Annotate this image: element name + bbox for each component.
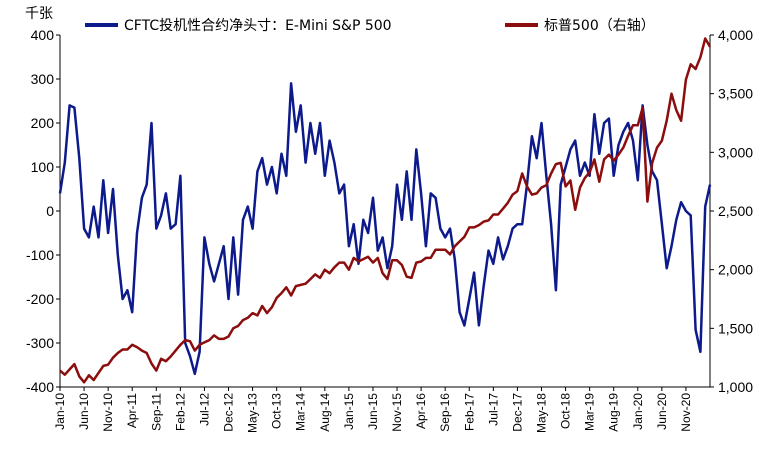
series-line-sp500 xyxy=(59,37,712,384)
x-tick-label: Apr-16 xyxy=(414,393,428,429)
x-tick-label: Jan-20 xyxy=(631,393,645,430)
left-tick-label: 0 xyxy=(46,203,54,219)
series-line-futures xyxy=(58,82,712,376)
x-tick-label: Nov-20 xyxy=(679,393,693,432)
x-tick-label: Jan-10 xyxy=(53,393,67,430)
right-tick-label: 2,000 xyxy=(718,262,753,278)
x-tick-label: Mar-14 xyxy=(294,393,308,431)
right-axis: 4,000 3,500 3,000 2,500 2,000 1,500 1,000 xyxy=(710,27,753,395)
x-tick-label: Mar-19 xyxy=(583,393,597,431)
right-tick-label: 2,500 xyxy=(718,203,753,219)
x-tick-label: Jun-20 xyxy=(655,393,669,430)
x-tick-label: May-13 xyxy=(246,393,260,433)
x-axis: Jan-10 Jun-10 Nov-10 Apr-11 Sep-11 Feb-12 Jul-… xyxy=(53,387,693,433)
left-tick-label: -200 xyxy=(26,291,54,307)
left-tick-label: -400 xyxy=(26,379,54,395)
x-tick-label: Feb-17 xyxy=(462,393,476,431)
x-tick-label: Feb-12 xyxy=(173,393,187,431)
left-tick-label: 200 xyxy=(31,115,55,131)
right-tick-label: 3,500 xyxy=(718,86,753,102)
x-tick-label: May-18 xyxy=(534,393,548,433)
x-tick-label: Nov-15 xyxy=(390,393,404,432)
x-tick-label: Sep-11 xyxy=(149,393,163,431)
legend-label-futures: CFTC投机性合约净头寸：E-Mini S&P 500 xyxy=(124,18,392,34)
left-tick-label: 300 xyxy=(31,71,55,87)
legend-label-sp500: 标普500（右轴） xyxy=(544,18,655,34)
right-tick-label: 1,500 xyxy=(718,320,753,336)
x-tick-label: Sep-16 xyxy=(438,393,452,432)
left-axis: 400 300 200 100 0 -100 -200 -300 -400 xyxy=(26,27,60,395)
x-tick-label: Jun-15 xyxy=(366,393,380,430)
right-tick-label: 4,000 xyxy=(718,27,753,43)
x-tick-label: Dec-12 xyxy=(222,393,236,432)
left-axis-unit: 千张 xyxy=(25,6,53,22)
x-tick-label: Dec-17 xyxy=(510,393,524,432)
x-tick-label: Aug-19 xyxy=(607,393,621,432)
legend: CFTC投机性合约净头寸：E-Mini S&P 500 标普500（右轴） xyxy=(85,18,655,34)
x-tick-label: Nov-10 xyxy=(101,393,115,432)
right-tick-label: 1,000 xyxy=(718,379,753,395)
x-tick-label: Jul-12 xyxy=(197,393,211,426)
left-tick-label: 400 xyxy=(31,27,55,43)
x-tick-label: Oct-18 xyxy=(559,393,573,429)
left-tick-label: -300 xyxy=(26,335,54,351)
series-layer xyxy=(58,37,712,384)
left-tick-label: -100 xyxy=(26,247,54,263)
x-tick-label: Jun-10 xyxy=(77,393,91,430)
x-tick-label: Oct-13 xyxy=(270,393,284,429)
x-tick-label: Apr-11 xyxy=(125,393,139,428)
x-tick-label: Jul-17 xyxy=(486,393,500,426)
right-tick-label: 3,000 xyxy=(718,144,753,160)
left-tick-label: 100 xyxy=(31,159,55,175)
axes xyxy=(59,35,711,388)
x-tick-label: Aug-14 xyxy=(318,393,332,432)
x-tick-label: Jan-15 xyxy=(342,393,356,430)
